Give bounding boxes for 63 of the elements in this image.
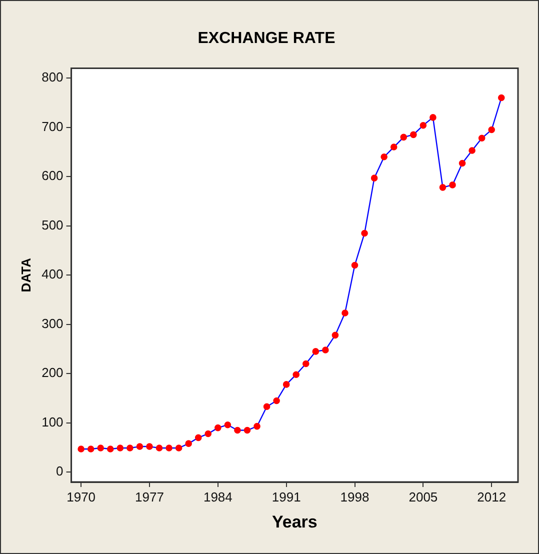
- point: [420, 122, 427, 129]
- point: [166, 444, 172, 452]
- point: [214, 424, 222, 432]
- point: [136, 443, 144, 450]
- x-tick-label: 1970: [66, 489, 96, 504]
- x-tick-label: 2012: [477, 489, 506, 504]
- point: [478, 134, 486, 142]
- point: [498, 94, 505, 102]
- point: [244, 426, 251, 434]
- point: [488, 126, 496, 134]
- point: [185, 440, 192, 447]
- y-tick-label: 500: [42, 217, 64, 232]
- point: [302, 360, 310, 368]
- point: [449, 182, 456, 188]
- x-tick-label: 2005: [408, 489, 438, 504]
- y-tick-label: 100: [42, 414, 64, 430]
- point: [273, 397, 280, 404]
- point: [361, 230, 368, 237]
- point: [106, 446, 114, 452]
- point: [126, 444, 134, 452]
- x-tick-label: 1977: [135, 489, 164, 504]
- point: [263, 403, 270, 410]
- point: [458, 160, 466, 167]
- point: [234, 426, 241, 434]
- point: [468, 147, 476, 154]
- point: [78, 446, 84, 452]
- y-tick-label: 200: [42, 365, 64, 380]
- point: [351, 262, 358, 269]
- point: [332, 332, 339, 339]
- point: [87, 446, 94, 452]
- point: [146, 443, 153, 450]
- y-tick-label: 0: [56, 464, 64, 479]
- point: [204, 430, 212, 438]
- point: [282, 381, 290, 388]
- y-tick-label: 700: [42, 118, 64, 134]
- point: [224, 421, 232, 428]
- y-tick-label: 400: [42, 266, 64, 282]
- point: [410, 131, 417, 138]
- y-axis-title: DATA: [18, 257, 34, 292]
- point: [390, 144, 398, 150]
- point: [97, 444, 104, 452]
- chart-title: EXCHANGE RATE: [198, 30, 336, 48]
- point: [116, 444, 124, 452]
- point: [322, 346, 329, 354]
- point: [156, 444, 163, 452]
- x-axis-title: Years: [272, 512, 318, 532]
- x-tick-label: 1984: [203, 489, 232, 504]
- point: [370, 174, 378, 182]
- point: [254, 422, 260, 430]
- y-tick-label: 600: [42, 168, 64, 184]
- point: [342, 310, 348, 316]
- point: [430, 114, 436, 121]
- y-tick-label: 800: [42, 70, 64, 85]
- point: [312, 348, 320, 355]
- point: [400, 134, 408, 141]
- x-tick-label: 1991: [272, 489, 301, 504]
- y-tick-label: 300: [42, 316, 64, 331]
- point: [175, 444, 182, 452]
- point: [380, 153, 388, 160]
- x-tick-label: 1998: [340, 489, 370, 504]
- point: [439, 184, 446, 191]
- point: [194, 434, 202, 442]
- point: [292, 371, 300, 378]
